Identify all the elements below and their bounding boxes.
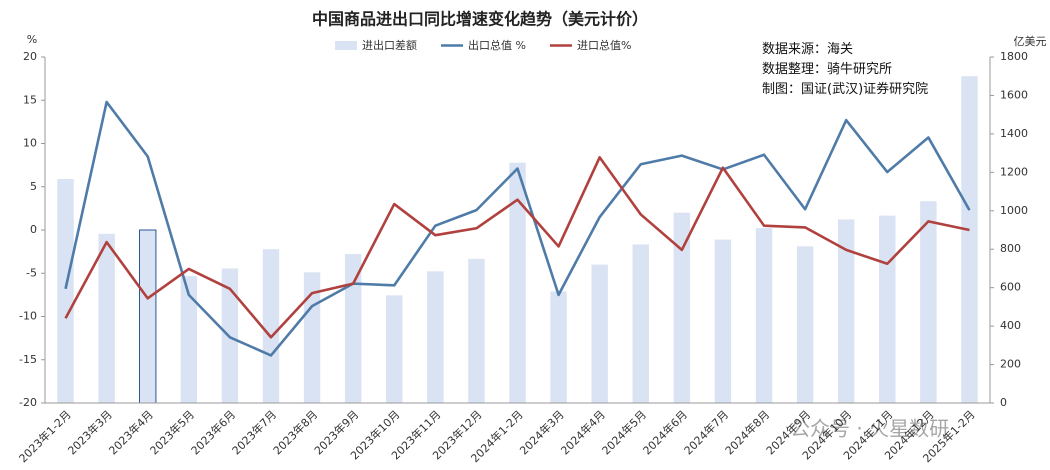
legend-label: 进出口差额 [362,38,417,52]
bar [673,212,691,403]
legend-label: 出口总值 % [468,38,526,52]
y2-tick-label: 1200 [1000,165,1028,178]
bar [591,264,608,403]
bar [796,246,814,403]
y-tick-label: -5 [26,266,37,279]
y-tick-label: 10 [23,137,37,150]
watermark: 公众号 · 火星数研 [790,417,949,441]
bar [837,219,855,403]
bar [139,229,157,404]
legend-label: 进口总值% [577,38,631,52]
y-tick-label: 20 [23,50,37,63]
bars [57,76,978,404]
bar [961,76,978,403]
y2-tick-label: 1600 [1000,88,1028,101]
y2-tick-label: 400 [1000,319,1021,332]
y-tick-label: 15 [23,93,37,106]
y2-tick-label: 1400 [1000,127,1028,140]
lines [64,100,971,357]
bar [98,233,115,403]
annotation: 制图：国证(武汉)证券研究院 [762,81,928,97]
bar [386,295,403,403]
legend-swatch [335,41,357,50]
bar [755,228,773,403]
y2-tick-label: 1800 [1000,50,1028,63]
bar [344,254,362,403]
y-tick-label: -20 [19,396,37,409]
y2-tick-label: 200 [1000,358,1021,371]
bar [427,271,444,403]
y-tick-label: 5 [30,180,37,193]
chart-title: 中国商品进出口同比增速变化趋势（美元计价） [312,10,648,29]
y-tick-label: -10 [19,310,37,323]
bar [920,201,937,403]
y2-tick-label: 600 [1000,281,1021,294]
line [64,156,970,339]
line [64,100,971,357]
bar [468,258,485,403]
annotation: 数据来源：海关 [762,42,853,57]
y2-axis-label: 亿美元 [1014,35,1047,48]
x-tick-label: 2023年1-2月 [16,407,74,465]
bar [262,249,280,403]
y2-tick-label: 0 [1000,396,1007,409]
y2-tick-label: 1000 [1000,204,1028,217]
annotation: 数据整理：骑牛研究所 [762,62,892,77]
bar [632,244,649,403]
y-tick-label: 0 [30,223,37,236]
bar [509,162,526,403]
y-axis-label: % [27,33,37,46]
bar [550,291,567,403]
bar [714,239,732,403]
y2-tick-label: 800 [1000,242,1021,255]
bar [57,179,74,403]
y-tick-label: -15 [19,353,37,366]
bar [180,276,198,403]
bar [879,215,896,403]
